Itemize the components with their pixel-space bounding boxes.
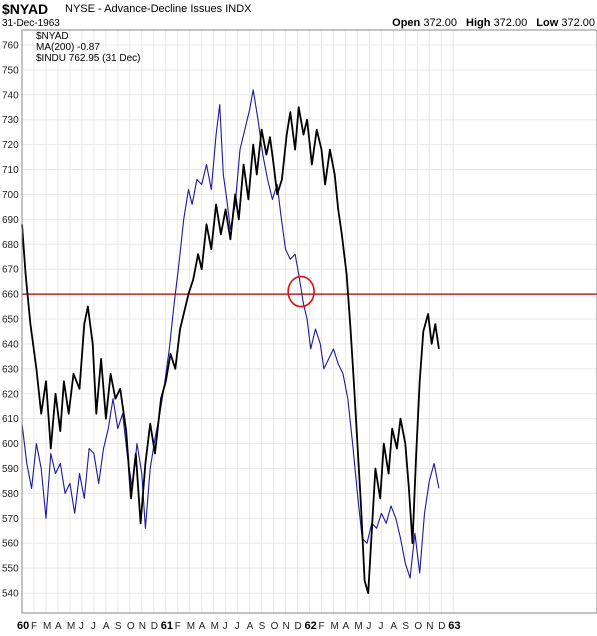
y-tick-label: 630 xyxy=(2,364,19,375)
exchange-label: INDX xyxy=(225,3,252,15)
x-tick-label: N xyxy=(426,621,433,632)
high-label: High xyxy=(466,17,491,29)
x-tick-label: O xyxy=(271,621,279,632)
x-tick-label: M xyxy=(211,621,219,632)
y-tick-label: 570 xyxy=(2,514,19,525)
plot-frame xyxy=(21,29,597,614)
y-tick-label: 620 xyxy=(2,389,19,400)
high-value: 372.00 xyxy=(493,17,528,29)
y-tick-label: 650 xyxy=(2,315,19,326)
x-tick-label: D xyxy=(438,621,445,632)
x-tick-label: M xyxy=(43,621,51,632)
description-text: NYSE - Advance-Decline Issues xyxy=(65,3,223,15)
x-tick-label: D xyxy=(151,621,158,632)
symbol-title: $NYAD xyxy=(2,1,49,17)
x-tick-label: M xyxy=(187,621,195,632)
x-tick-label: J xyxy=(378,621,383,632)
x-tick-label: A xyxy=(247,621,254,632)
x-tick-label: F xyxy=(318,621,324,632)
x-tick-label: S xyxy=(259,621,266,632)
x-tick-label: N xyxy=(139,621,146,632)
y-tick-label: 670 xyxy=(2,265,19,276)
x-tick-label: S xyxy=(402,621,409,632)
y-tick-label: 750 xyxy=(2,65,19,76)
x-tick-label: F xyxy=(175,621,181,632)
x-tick-label: J xyxy=(366,621,371,632)
y-tick-label: 720 xyxy=(2,140,19,151)
y-tick-label: 700 xyxy=(2,190,19,201)
chart-header: $NYAD NYSE - Advance-Decline Issues INDX… xyxy=(0,0,597,30)
x-tick-label: A xyxy=(55,621,62,632)
x-tick-label: F xyxy=(31,621,37,632)
x-tick-label: A xyxy=(103,621,110,632)
open-label: Open xyxy=(392,17,421,29)
x-tick-label: J xyxy=(91,621,96,632)
y-tick-label: 560 xyxy=(2,539,19,550)
legend-indu: $INDU 762.95 (31 Dec) xyxy=(36,53,141,64)
x-tick-label: 62 xyxy=(305,620,317,632)
open-value: 372.00 xyxy=(423,17,457,29)
x-tick-label: N xyxy=(283,621,290,632)
y-tick-label: 660 xyxy=(2,290,19,301)
ohlc-readout: Open 372.00 High 372.00 Low 372.00 xyxy=(386,17,595,29)
low-value: 372.00 xyxy=(561,17,595,29)
nyad-series-line xyxy=(21,89,440,579)
y-tick-label: 690 xyxy=(2,215,19,226)
y-tick-label: 710 xyxy=(2,165,19,176)
x-tick-label: A xyxy=(199,621,206,632)
y-tick-label: 640 xyxy=(2,339,19,350)
x-tick-label: J xyxy=(223,621,228,632)
y-tick-label: 540 xyxy=(2,589,19,600)
x-tick-label: J xyxy=(79,621,84,632)
x-tick-label: O xyxy=(127,621,135,632)
x-tick-label: M xyxy=(330,621,338,632)
annotation-circle xyxy=(287,275,315,308)
y-tick-label: 730 xyxy=(2,115,19,126)
low-label: Low xyxy=(536,17,559,29)
chart-date: 31-Dec-1963 xyxy=(2,18,60,29)
legend-ma200: MA(200) -0.87 xyxy=(36,42,100,53)
x-tick-label: 61 xyxy=(161,620,173,632)
y-tick-label: 760 xyxy=(2,40,19,51)
x-tick-label: D xyxy=(295,621,302,632)
chart-description: NYSE - Advance-Decline Issues INDX xyxy=(65,3,251,15)
y-tick-label: 590 xyxy=(2,464,19,475)
x-tick-label: M xyxy=(354,621,362,632)
y-tick-label: 740 xyxy=(2,90,19,101)
legend-nyad: $NYAD xyxy=(36,31,69,42)
x-tick-label: J xyxy=(235,621,240,632)
y-tick-label: 610 xyxy=(2,414,19,425)
x-tick-label: A xyxy=(390,621,397,632)
y-tick-label: 550 xyxy=(2,564,19,575)
indu-series-line xyxy=(21,106,440,594)
x-tick-label: O xyxy=(414,621,422,632)
x-tick-label: S xyxy=(115,621,122,632)
y-tick-label: 600 xyxy=(2,439,19,450)
x-tick-label: A xyxy=(342,621,349,632)
x-tick-label: 60 xyxy=(17,620,29,632)
x-tick-label: M xyxy=(67,621,75,632)
x-tick-label: 63 xyxy=(448,620,460,632)
y-tick-label: 580 xyxy=(2,489,19,500)
y-tick-label: 680 xyxy=(2,240,19,251)
